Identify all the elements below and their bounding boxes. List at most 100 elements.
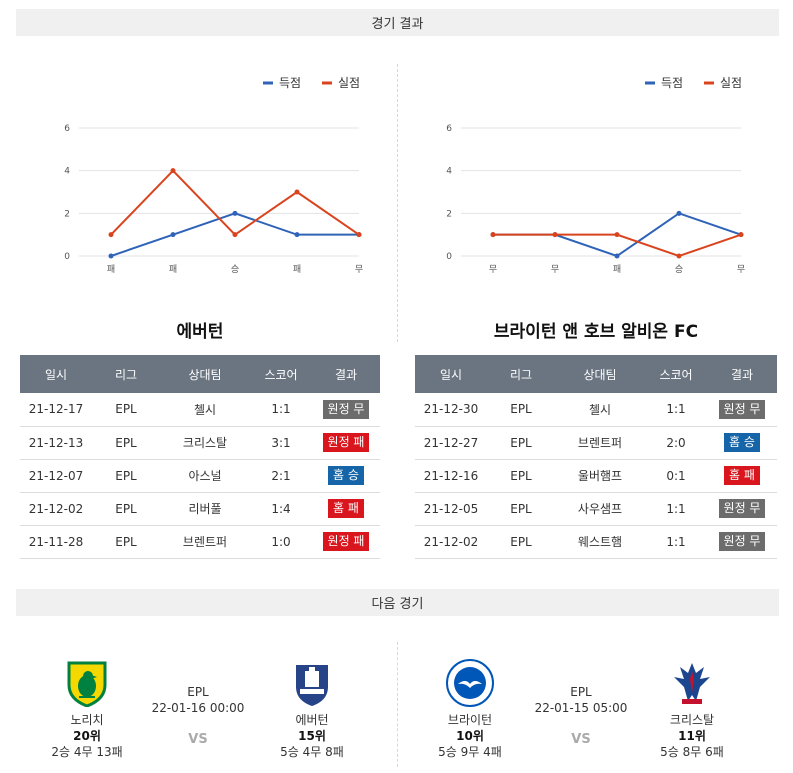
col-header-score: 스코어 (645, 355, 707, 393)
cell-score: 1:4 (250, 492, 312, 526)
away-team[interactable]: 크리스탈 11위 5승 8무 6패 (637, 659, 747, 759)
cell-result: 원정 무 (707, 525, 777, 559)
table-row: 21-12-05 EPL 사우샘프 1:1 원정 무 (415, 492, 777, 526)
norwich-canary-logo (63, 659, 111, 708)
next-matches-divider (397, 642, 398, 767)
cell-league: EPL (487, 459, 555, 493)
home-team[interactable]: 브라이턴 10위 5승 9무 4패 (415, 659, 525, 759)
cell-score: 1:1 (645, 525, 707, 559)
x-tick-label: 무 (737, 264, 745, 275)
y-tick-label: 2 (446, 209, 452, 219)
data-point-conceded (738, 232, 744, 238)
chart-legend: 득점 실점 (263, 76, 360, 90)
y-tick-label: 6 (446, 124, 452, 134)
data-point-conceded (170, 168, 176, 174)
cell-date: 21-12-07 (20, 459, 92, 493)
brighton-results-table: 일시 리그 상대팀 스코어 결과 21-12-30 EPL 첼시 1:1 원정 무 21-… (415, 355, 777, 559)
data-point-conceded (232, 232, 238, 238)
cell-score: 3:1 (250, 426, 312, 460)
data-point-goals (614, 253, 620, 259)
cell-league: EPL (92, 393, 160, 427)
cell-result: 홈 패 (707, 459, 777, 493)
x-tick-label: 무 (551, 264, 559, 275)
away-team[interactable]: 에버턴 15위 5승 4무 8패 (257, 659, 367, 759)
brighton-form-chart: 득점 실점 0 2 4 6 무 무 패 승 무 (438, 70, 758, 280)
cell-opponent: 아스널 (160, 459, 250, 493)
col-header-league: 리그 (92, 355, 160, 393)
cell-opponent: 첼시 (555, 393, 645, 427)
table-header-row: 일시 리그 상대팀 스코어 결과 (415, 355, 777, 393)
data-point-conceded (552, 232, 558, 238)
cell-date: 21-12-05 (415, 492, 487, 526)
away-team-name: 에버턴 (295, 713, 329, 727)
away-team-name: 크리스탈 (669, 713, 715, 727)
data-point-goals (108, 253, 114, 259)
table-row: 21-12-17 EPL 첼시 1:1 원정 무 (20, 393, 380, 427)
cell-result: 원정 무 (707, 492, 777, 526)
next-matches-section-header: 다음 경기 (16, 589, 779, 616)
x-tick-label: 무 (489, 264, 497, 275)
y-tick-label: 2 (64, 209, 70, 219)
data-point-conceded (614, 232, 620, 238)
data-point-goals (232, 210, 238, 216)
home-team-name: 노리치 (70, 713, 104, 727)
result-badge: 홈 승 (724, 433, 760, 452)
away-team-rank: 11위 (678, 729, 706, 743)
result-badge: 원정 무 (718, 532, 766, 551)
x-tick-label: 승 (231, 264, 239, 275)
match-league: EPL (187, 685, 209, 699)
cell-result: 홈 패 (312, 492, 380, 526)
home-team-rank: 10위 (456, 729, 484, 743)
y-tick-label: 4 (64, 167, 70, 177)
cell-score: 2:1 (250, 459, 312, 493)
cell-score: 1:0 (250, 525, 312, 559)
table-row: 21-12-07 EPL 아스널 2:1 홈 승 (20, 459, 380, 493)
next-match-card[interactable]: 노리치 20위 2승 4무 13패 EPL 22-01-16 00:00 VS … (28, 655, 388, 765)
cell-result: 홈 승 (312, 459, 380, 493)
table-header-row: 일시 리그 상대팀 스코어 결과 (20, 355, 380, 393)
team-title-everton: 에버턴 (176, 322, 224, 342)
match-datetime: 22-01-15 05:00 (534, 701, 628, 715)
data-point-goals (294, 232, 300, 238)
cell-score: 0:1 (645, 459, 707, 493)
col-header-result: 결과 (312, 355, 380, 393)
cell-result: 원정 패 (312, 426, 380, 460)
col-header-date: 일시 (20, 355, 92, 393)
results-section-title: 경기 결과 (371, 17, 424, 32)
away-team-record: 5승 8무 6패 (660, 745, 724, 759)
vs-label: VS (571, 732, 591, 747)
series-line-conceded (110, 169, 360, 236)
brighton-form-chart-svg: 득점 실점 0 2 4 6 무 무 패 승 무 (446, 76, 745, 275)
x-tick-label: 패 (293, 264, 301, 275)
x-tick-label: 패 (107, 264, 115, 275)
x-tick-label: 무 (355, 264, 363, 275)
cell-opponent: 리버풀 (160, 492, 250, 526)
home-team[interactable]: 노리치 20위 2승 4무 13패 (32, 659, 142, 759)
cell-result: 홈 승 (707, 426, 777, 460)
data-point-goals (676, 210, 682, 216)
legend-conceded-label: 실점 (720, 76, 742, 90)
next-match-card[interactable]: 브라이턴 10위 5승 9무 4패 EPL 22-01-15 05:00 VS … (415, 655, 775, 765)
x-tick-label: 패 (613, 264, 621, 275)
team-title-brighton: 브라이턴 앤 호브 알비온 FC (493, 322, 699, 342)
data-point-conceded (356, 232, 362, 238)
cell-opponent: 사우샘프 (555, 492, 645, 526)
brighton-seagull-logo (446, 659, 494, 707)
vs-label: VS (188, 732, 208, 747)
results-section-header: 경기 결과 (16, 9, 779, 36)
results-divider (397, 64, 398, 342)
match-league: EPL (570, 685, 592, 699)
col-header-opponent: 상대팀 (555, 355, 645, 393)
cell-result: 원정 무 (707, 393, 777, 427)
everton-results-table: 일시 리그 상대팀 스코어 결과 21-12-17 EPL 첼시 1:1 원정 무 21-… (20, 355, 380, 559)
series-line-conceded (493, 233, 742, 258)
table-row: 21-12-13 EPL 크리스탈 3:1 원정 패 (20, 426, 380, 460)
everton-form-chart-svg: 득점 실점 0 2 4 6 패 패 승 패 무 (64, 76, 363, 275)
cell-opponent: 브렌트퍼 (555, 426, 645, 460)
cell-league: EPL (92, 459, 160, 493)
result-badge: 원정 패 (322, 532, 370, 551)
table-row: 21-12-30 EPL 첼시 1:1 원정 무 (415, 393, 777, 427)
cell-date: 21-11-28 (20, 525, 92, 559)
legend-goals-label: 득점 (279, 76, 301, 90)
cell-result: 원정 무 (312, 393, 380, 427)
